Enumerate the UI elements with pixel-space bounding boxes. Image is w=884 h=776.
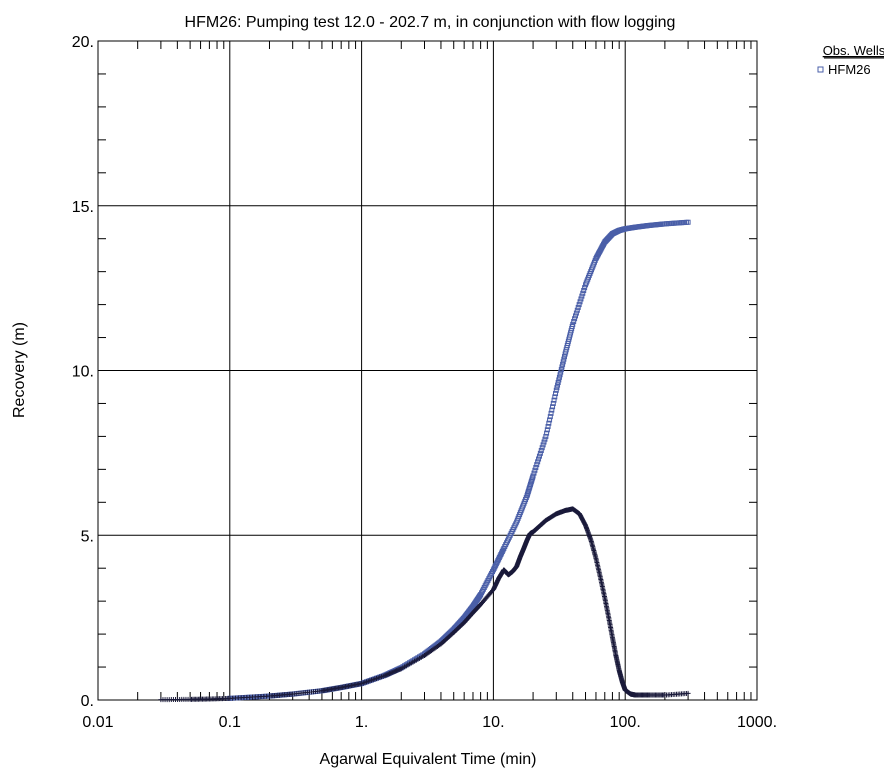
- square-point: [534, 462, 540, 468]
- square-point: [535, 459, 541, 465]
- square-point: [555, 382, 561, 388]
- square-point: [571, 319, 577, 325]
- square-point: [544, 430, 550, 436]
- square-point: [577, 299, 583, 305]
- y-tick-label: 0.: [81, 693, 94, 710]
- square-point: [536, 453, 542, 459]
- square-point: [558, 367, 564, 373]
- x-tick-label: 1.: [355, 714, 368, 731]
- square-point: [560, 359, 566, 365]
- y-tick-label: 10.: [72, 364, 94, 381]
- square-point: [580, 290, 586, 296]
- square-point: [530, 473, 536, 479]
- square-point: [540, 442, 546, 448]
- x-tick-label: 100.: [610, 714, 641, 731]
- square-point: [550, 400, 556, 406]
- y-tick-label: 5.: [81, 528, 94, 545]
- square-point: [573, 310, 579, 316]
- square-point: [559, 364, 565, 370]
- square-point: [576, 302, 582, 308]
- y-tick-label: 20.: [72, 34, 94, 51]
- square-point: [555, 380, 561, 386]
- square-point: [561, 356, 567, 362]
- square-point: [553, 387, 559, 393]
- square-point: [581, 287, 587, 293]
- square-point: [560, 361, 566, 367]
- square-point: [553, 391, 559, 397]
- square-point: [685, 219, 691, 225]
- square-point: [557, 372, 563, 378]
- square-point: [543, 433, 549, 439]
- square-point: [575, 304, 581, 310]
- square-point: [561, 354, 567, 360]
- legend-title: Obs. Wells: [823, 43, 884, 58]
- square-point: [547, 414, 553, 420]
- x-tick-label: 0.1: [219, 714, 241, 731]
- legend-marker-square: [817, 66, 824, 73]
- square-point: [547, 417, 553, 423]
- legend: Obs. Wells HFM26: [817, 43, 884, 77]
- square-point: [550, 404, 556, 410]
- y-tick-labels: 0. 5. 10. 15. 20.: [72, 34, 94, 710]
- series-layer: [158, 219, 691, 703]
- square-point: [538, 448, 544, 454]
- square-point: [554, 385, 560, 391]
- x-tick-labels: 0.01 0.1 1. 10. 100. 1000.: [82, 714, 777, 731]
- grid: [98, 41, 757, 700]
- square-point: [541, 439, 547, 445]
- square-point: [532, 467, 538, 473]
- square-point: [542, 436, 548, 442]
- chart-title: HFM26: Pumping test 12.0 - 202.7 m, in c…: [185, 14, 676, 31]
- square-point: [539, 445, 545, 451]
- square-point: [556, 377, 562, 383]
- series-derivative: [158, 506, 691, 703]
- square-point: [570, 321, 576, 327]
- x-tick-label: 0.01: [82, 714, 113, 731]
- square-point: [548, 410, 554, 416]
- square-point: [537, 450, 543, 456]
- square-point: [578, 296, 584, 302]
- square-point: [579, 293, 585, 299]
- legend-entry-hfm26: HFM26: [828, 62, 871, 77]
- square-point: [556, 374, 562, 380]
- square-point: [545, 424, 551, 430]
- square-point: [551, 397, 557, 403]
- square-point: [536, 456, 542, 462]
- plus-point: [685, 690, 691, 696]
- x-tick-label: 10.: [482, 714, 504, 731]
- square-point: [552, 394, 558, 400]
- y-tick-label: 15.: [72, 199, 94, 216]
- square-point: [544, 427, 550, 433]
- square-point: [546, 420, 552, 426]
- square-point: [558, 369, 564, 375]
- square-point: [549, 407, 555, 413]
- square-point: [531, 470, 537, 476]
- square-point: [572, 316, 578, 322]
- y-axis-label: Recovery (m): [11, 322, 28, 418]
- square-point: [582, 285, 588, 291]
- plot-frame: [97, 40, 758, 701]
- x-axis-label: Agarwal Equivalent Time (min): [320, 751, 537, 768]
- square-point: [533, 464, 539, 470]
- square-point: [572, 313, 578, 319]
- x-tick-label: 1000.: [737, 714, 777, 731]
- square-point: [574, 307, 580, 313]
